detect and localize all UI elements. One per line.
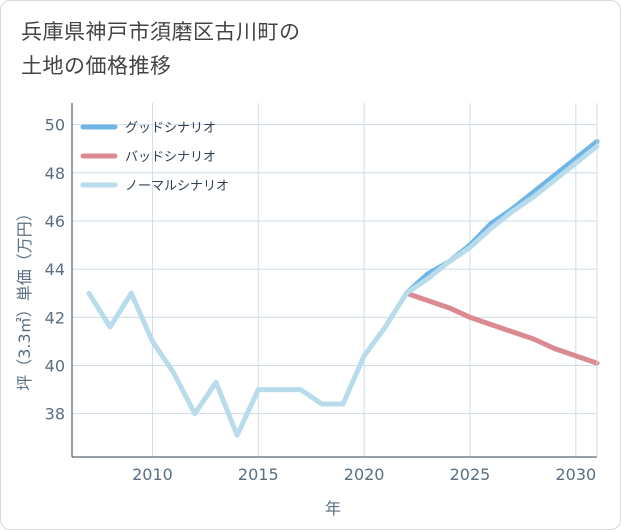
x-axis-label: 年: [325, 499, 341, 518]
series-lines: [86, 139, 600, 438]
x-tick-label: 2015: [238, 465, 279, 484]
y-tick-label: 38: [45, 405, 65, 424]
x-tick-label: 2030: [555, 465, 596, 484]
legend-label-normal: ノーマルシナリオ: [125, 179, 229, 194]
x-tick-label: 2025: [450, 465, 491, 484]
y-tick-label: 48: [45, 164, 65, 183]
y-tick-label: 50: [45, 116, 65, 135]
grid-lines: [72, 103, 597, 457]
series-line-bad: [404, 290, 600, 366]
chart-title-line-2: 土地の価格推移: [21, 54, 172, 78]
chart-title-line-1: 兵庫県神戸市須磨区古川町の: [21, 20, 301, 44]
tick-labels: 38 40 42 44 46 48 50 2010 2015 2020 2025 2030: [45, 116, 597, 484]
legend-label-good: グッドシナリオ: [125, 121, 216, 136]
x-tick-label: 2010: [132, 465, 173, 484]
y-tick-label: 44: [45, 260, 65, 279]
legend-label-bad: バッドシナリオ: [125, 150, 216, 165]
y-tick-label: 42: [45, 308, 65, 327]
plot-frame: [71, 103, 598, 458]
series-line-normal: [86, 143, 600, 438]
y-axis-label: 坪（3.3㎡）単価（万円）: [15, 205, 34, 390]
chart-title: 兵庫県神戸市須磨区古川町の 土地の価格推移: [21, 15, 301, 83]
x-tick-label: 2020: [344, 465, 385, 484]
y-tick-label: 40: [45, 356, 65, 375]
y-tick-label: 46: [45, 212, 65, 231]
